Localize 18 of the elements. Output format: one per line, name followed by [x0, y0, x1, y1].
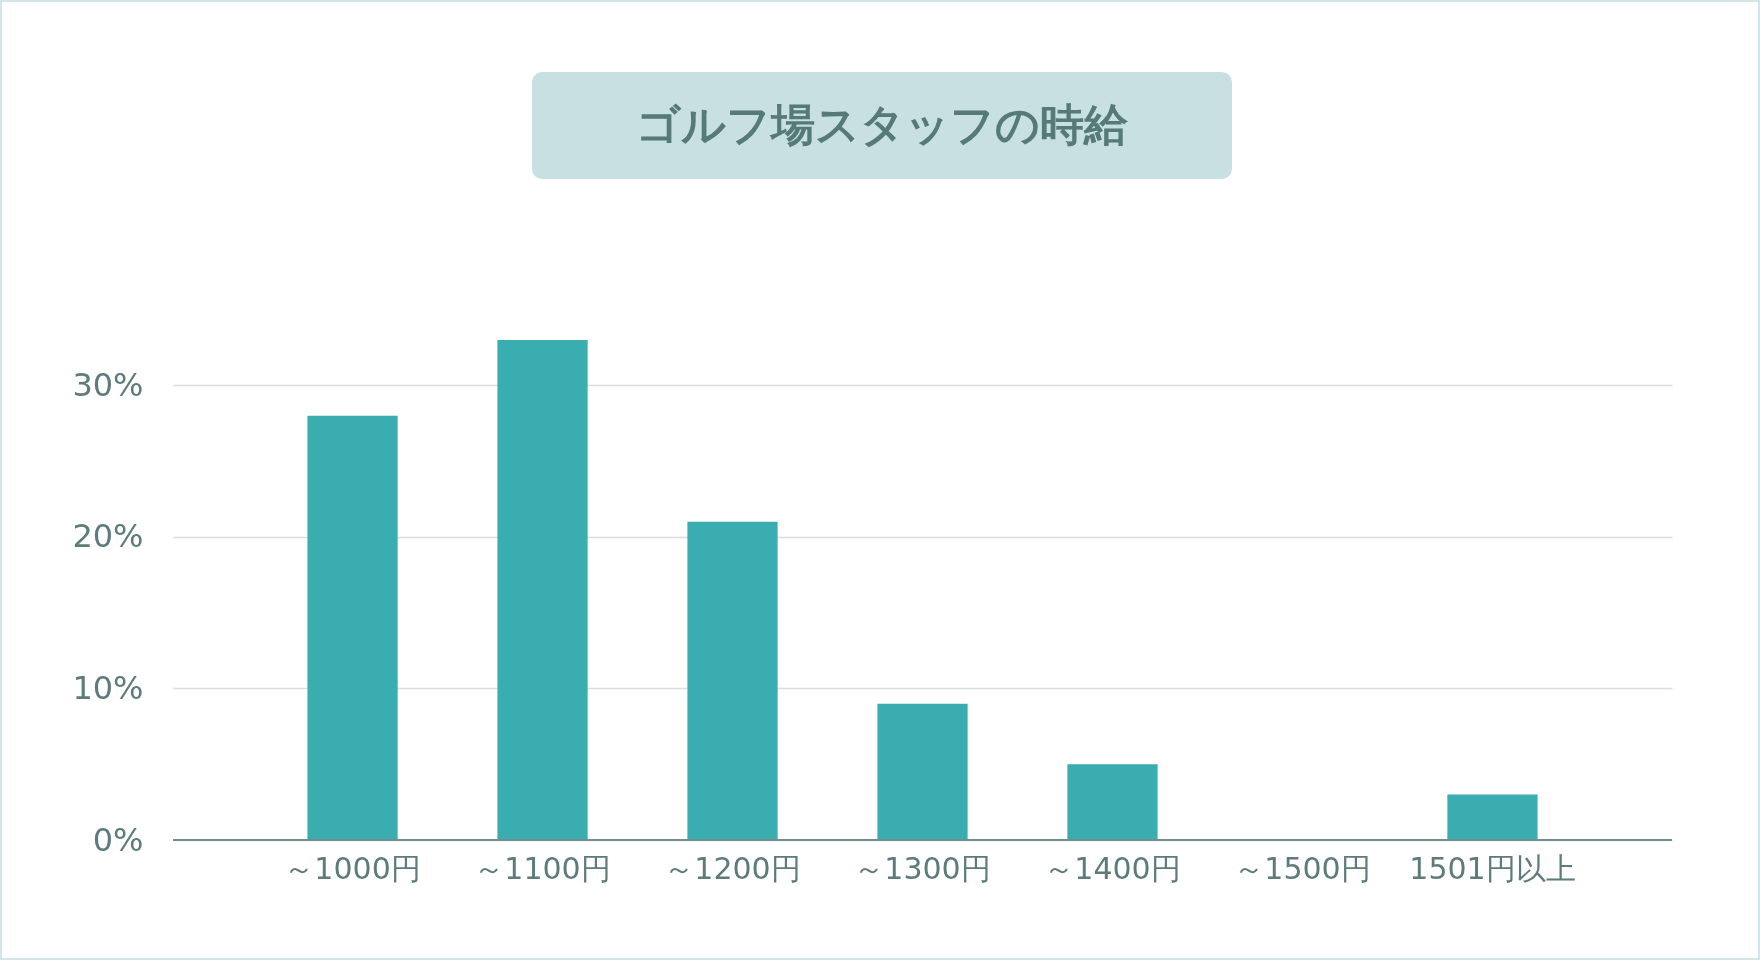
- y-tick-label: 20%: [72, 517, 144, 556]
- bar: [877, 703, 968, 840]
- x-tick-label: ～1300円: [854, 850, 991, 886]
- bar: [687, 521, 778, 840]
- bar: [1067, 764, 1158, 840]
- x-tick-label: ～1200円: [664, 850, 801, 886]
- x-tick-label: ～1400円: [1044, 850, 1181, 886]
- bar: [1447, 794, 1538, 840]
- bar: [497, 340, 588, 840]
- chart-title: ゴルフ場スタッフの時給: [532, 72, 1232, 179]
- x-tick-label: ～1000円: [284, 850, 421, 886]
- x-tick-label: ～1100円: [474, 850, 611, 886]
- y-tick-label: 30%: [72, 365, 144, 404]
- y-tick-label: 0%: [92, 820, 144, 859]
- y-tick-label: 10%: [72, 668, 144, 707]
- bar: [307, 415, 398, 840]
- x-tick-label: ～1500円: [1234, 850, 1371, 886]
- x-tick-label: 1501円以上: [1409, 850, 1576, 886]
